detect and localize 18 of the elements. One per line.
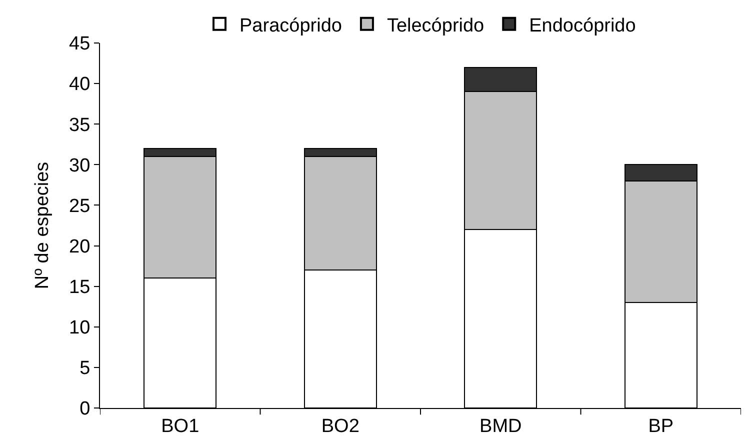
legend-label: Telecóprido	[386, 15, 484, 36]
y-axis-title: Nº de especies	[32, 162, 53, 290]
y-tick-label: 25	[69, 196, 90, 217]
y-tick-label: 40	[69, 74, 90, 96]
y-tick-label: 0	[80, 398, 90, 420]
legend-label: Paracóprido	[240, 15, 342, 36]
y-tick-label: 15	[69, 276, 90, 298]
y-tick-label: 5	[80, 358, 90, 380]
y-tick-label: 30	[69, 155, 90, 176]
x-tick-label: BMD	[480, 416, 522, 437]
y-tick-label: 20	[69, 236, 90, 258]
x-tick-label: BO1	[161, 416, 200, 437]
y-tick-label: 45	[69, 34, 90, 55]
y-tick-label: 10	[69, 318, 90, 339]
y-tick-label: 35	[69, 114, 90, 136]
x-tick-label: BP	[648, 416, 674, 437]
x-tick-label: BO2	[321, 416, 360, 437]
legend-label: Endocóprido	[529, 15, 636, 36]
